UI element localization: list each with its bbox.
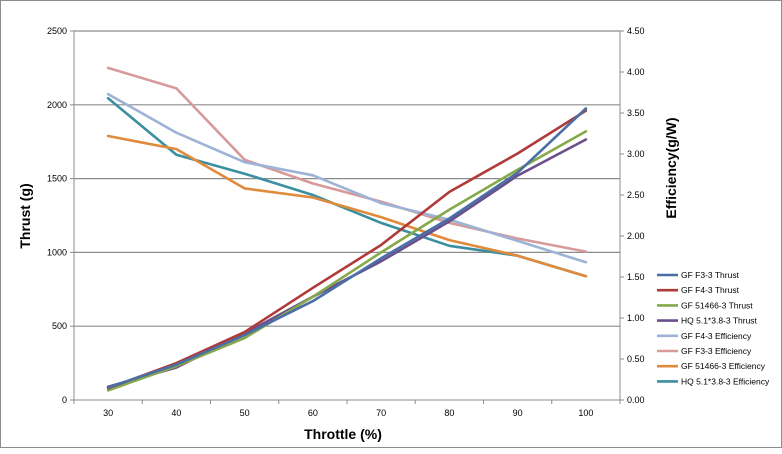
y-right-tick-label: 0.50 (627, 354, 645, 364)
x-tick-label: 100 (578, 408, 593, 418)
legend-entry-label: GF F3-3 Thrust (681, 270, 740, 280)
y-right-tick-label: 1.00 (627, 313, 645, 323)
y-left-tick-label: 0 (62, 395, 67, 405)
y-right-tick-label: 4.00 (627, 67, 645, 77)
y-left-tick-label: 1500 (47, 174, 67, 184)
x-axis-title: Throttle (%) (304, 426, 382, 442)
x-tick-label: 90 (513, 408, 523, 418)
series-line-3 (106, 130, 588, 392)
legend-entry-label: GF F4-3 Thrust (681, 285, 740, 295)
legend-entry-label: HQ 5.1*3.8-3 Thrust (681, 316, 758, 326)
y-right-tick-label: 2.00 (627, 231, 645, 241)
series-line-5 (106, 92, 588, 264)
series-line-1 (106, 107, 588, 389)
x-tick-label: 30 (103, 408, 113, 418)
y-left-tick-label: 1000 (47, 247, 67, 257)
y-left-tick-label: 2000 (47, 100, 67, 110)
legend-entry-label: GF 51466-3 Efficiency (681, 361, 766, 371)
legend-entry-label: GF F4-3 Efficiency (681, 331, 752, 341)
y-right-tick-label: 4.50 (627, 26, 645, 36)
series-line-6 (106, 66, 588, 253)
y-right-tick-label: 2.50 (627, 190, 645, 200)
y-right-tick-label: 1.50 (627, 272, 645, 282)
x-tick-label: 60 (308, 408, 318, 418)
series-line-7 (106, 134, 588, 278)
legend-entry-label: HQ 5.1*3.8-3 Efficiency (681, 376, 770, 386)
series-line-2 (106, 109, 588, 390)
legend-entry-label: GF F3-3 Efficiency (681, 346, 752, 356)
y-right-tick-label: 3.50 (627, 108, 645, 118)
legend: GF F3-3 Thrust GF F4-3 Thrust GF 51466-3 T… (657, 270, 770, 386)
y-axis-left-title: Thrust (g) (17, 183, 33, 248)
x-tick-label: 40 (171, 408, 181, 418)
y-left-tick-label: 500 (52, 321, 67, 331)
y-axis-right-title: Efficiency(g/W) (663, 117, 679, 218)
y-right-tick-label: 3.00 (627, 149, 645, 159)
y-right-tick-label: 0.00 (627, 395, 645, 405)
x-tick-label: 80 (444, 408, 454, 418)
legend-entry-label: GF 51466-3 Thrust (681, 300, 753, 310)
x-tick-label: 70 (376, 408, 386, 418)
x-tick-label: 50 (240, 408, 250, 418)
y-left-tick-label: 2500 (47, 26, 67, 36)
